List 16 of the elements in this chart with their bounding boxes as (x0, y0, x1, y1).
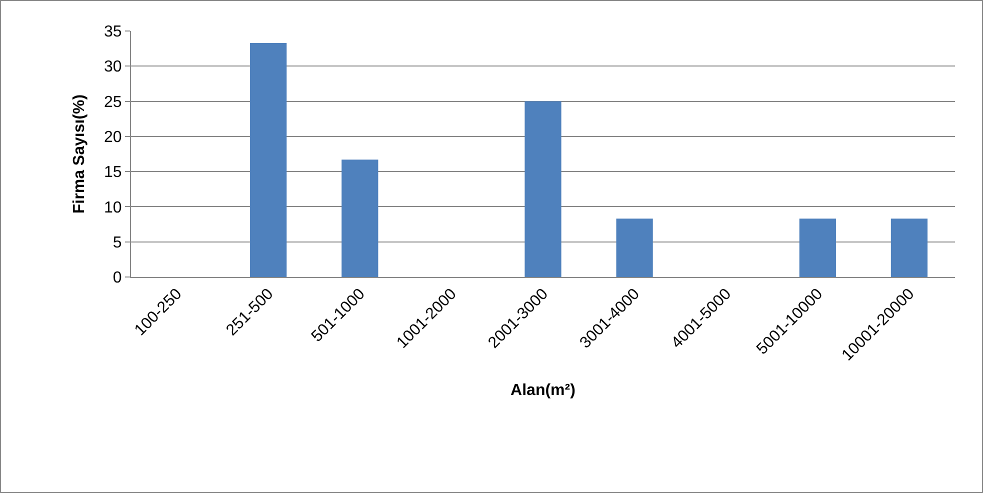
bar (250, 42, 287, 277)
y-tick-label: 30 (104, 58, 122, 76)
y-axis-title: Firma Sayısı(%) (70, 94, 88, 214)
bar (524, 101, 562, 277)
bar (890, 218, 928, 277)
y-tick-label: 20 (104, 129, 122, 146)
y-tick-label: 35 (104, 24, 122, 41)
y-tick-label: 5 (112, 234, 122, 252)
bar (616, 218, 653, 277)
y-tick-label: 15 (104, 164, 122, 182)
y-tick-label: 10 (104, 199, 122, 216)
y-tick-label: 0 (112, 270, 122, 287)
x-axis-title: Alan(m²) (510, 382, 576, 400)
y-tick-label: 25 (104, 94, 122, 111)
bar (342, 160, 378, 277)
bar (799, 218, 836, 277)
